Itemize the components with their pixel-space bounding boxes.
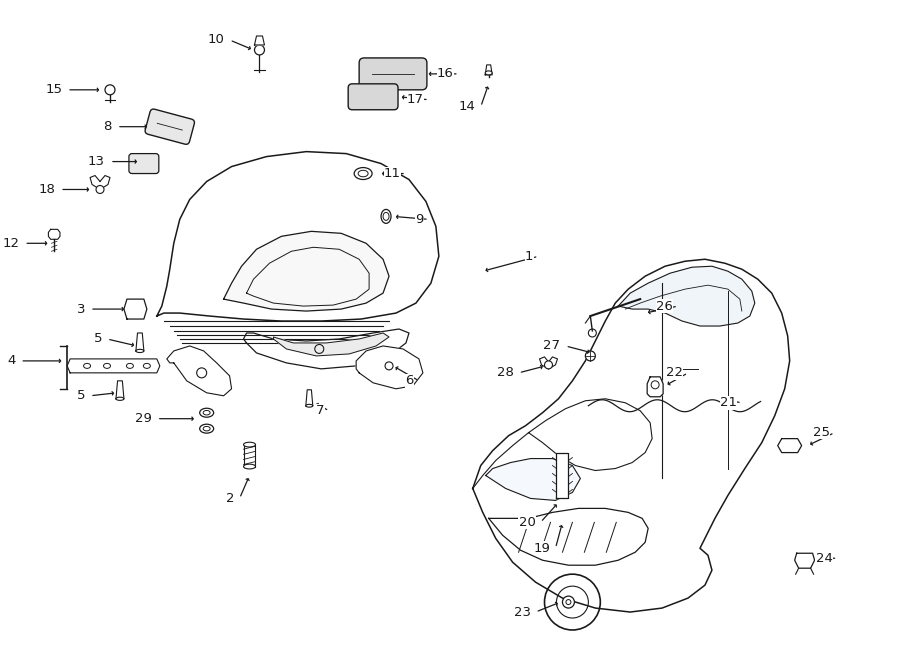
Polygon shape [306, 390, 313, 406]
Ellipse shape [244, 464, 256, 469]
Polygon shape [116, 381, 124, 399]
Polygon shape [166, 346, 231, 396]
Text: 27: 27 [544, 340, 561, 352]
Polygon shape [486, 459, 580, 500]
Text: 13: 13 [88, 155, 105, 168]
Text: 6: 6 [406, 374, 414, 387]
Polygon shape [485, 65, 492, 75]
Polygon shape [795, 553, 815, 568]
Text: 2: 2 [226, 492, 235, 505]
Ellipse shape [485, 71, 492, 75]
FancyBboxPatch shape [359, 58, 427, 90]
Polygon shape [539, 357, 548, 369]
Polygon shape [618, 266, 755, 326]
Text: 7: 7 [316, 405, 324, 417]
Polygon shape [778, 439, 802, 453]
Polygon shape [100, 176, 110, 190]
Ellipse shape [244, 442, 256, 447]
Text: 14: 14 [459, 100, 476, 113]
Text: 24: 24 [815, 552, 832, 564]
Text: 21: 21 [720, 396, 737, 409]
Text: 17: 17 [407, 93, 424, 106]
Ellipse shape [306, 405, 313, 407]
Polygon shape [124, 299, 147, 319]
Ellipse shape [200, 408, 213, 417]
Text: 5: 5 [76, 389, 86, 403]
Ellipse shape [355, 167, 372, 180]
Polygon shape [223, 231, 389, 311]
Polygon shape [255, 36, 265, 45]
FancyBboxPatch shape [348, 84, 398, 110]
Polygon shape [157, 151, 439, 321]
Circle shape [585, 351, 595, 361]
Text: 12: 12 [3, 237, 19, 250]
Polygon shape [68, 359, 160, 373]
Polygon shape [244, 329, 409, 369]
Text: 25: 25 [813, 426, 830, 439]
Polygon shape [136, 333, 144, 351]
Text: 23: 23 [514, 605, 531, 619]
Text: 16: 16 [436, 67, 454, 81]
Text: 10: 10 [208, 34, 225, 46]
Text: 22: 22 [666, 366, 683, 379]
Text: 9: 9 [416, 213, 424, 226]
Ellipse shape [116, 397, 124, 401]
Text: 26: 26 [656, 299, 673, 313]
Text: 19: 19 [534, 542, 551, 555]
Circle shape [255, 45, 265, 55]
Circle shape [544, 361, 553, 369]
Text: 1: 1 [525, 250, 534, 263]
Polygon shape [49, 229, 60, 239]
Text: 18: 18 [39, 183, 55, 196]
Polygon shape [489, 508, 648, 565]
Polygon shape [90, 176, 100, 190]
Text: 5: 5 [94, 332, 102, 346]
Polygon shape [647, 377, 663, 397]
Text: 4: 4 [7, 354, 15, 368]
Circle shape [105, 85, 115, 95]
Text: 15: 15 [45, 83, 62, 97]
Polygon shape [356, 346, 423, 389]
FancyBboxPatch shape [129, 153, 158, 174]
Polygon shape [548, 357, 557, 369]
Ellipse shape [200, 424, 213, 433]
Polygon shape [274, 333, 389, 356]
Circle shape [96, 186, 104, 194]
Text: 20: 20 [518, 516, 536, 529]
Text: 3: 3 [76, 303, 86, 315]
Ellipse shape [136, 349, 144, 352]
Text: 11: 11 [384, 167, 401, 180]
Text: 8: 8 [104, 120, 112, 134]
Text: 28: 28 [497, 366, 514, 379]
Circle shape [562, 596, 574, 608]
FancyBboxPatch shape [145, 109, 194, 144]
Polygon shape [556, 453, 569, 498]
Ellipse shape [381, 210, 391, 223]
Text: 29: 29 [135, 412, 152, 425]
Polygon shape [472, 259, 789, 612]
